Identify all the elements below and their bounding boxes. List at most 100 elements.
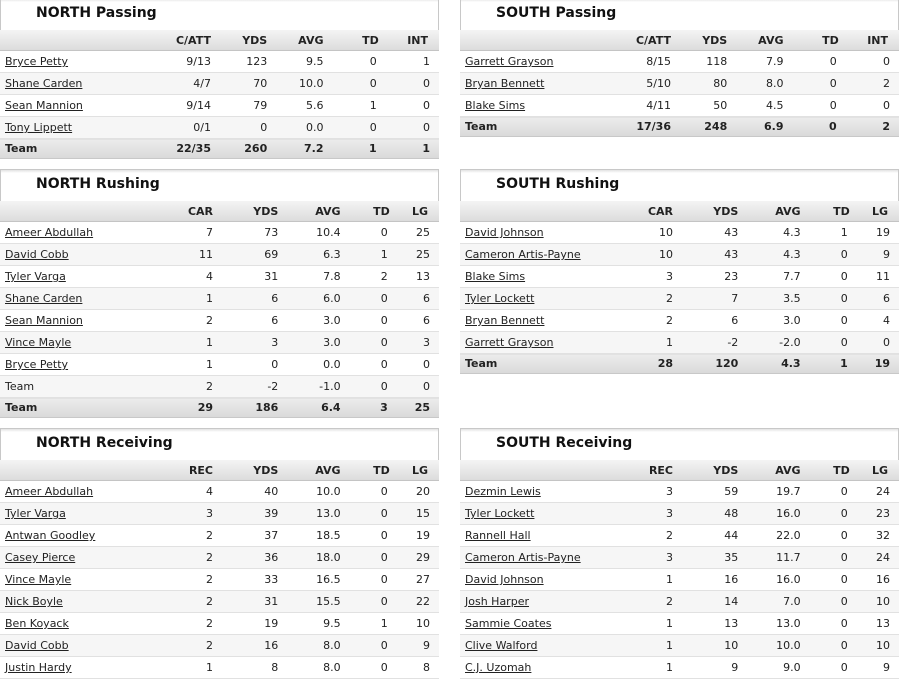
player-row: Shane Carden 1 6 6.0 0 6	[0, 287, 439, 310]
player-link[interactable]: Sean Mannion	[5, 314, 83, 327]
player-link[interactable]: C.J. Uzomah	[465, 661, 532, 674]
north-rushing-panel: NORTH Rushing CAR YDS AVG TD LG Ameer Abdulla…	[0, 169, 439, 418]
player-name-cell: Casey Pierce	[0, 546, 168, 569]
player-name-cell: Josh Harper	[460, 590, 628, 613]
player-row: Garrett Grayson 8/15 118 7.9 0 0	[460, 50, 899, 73]
north-passing-table: C/ATT YDS AVG TD INT Bryce Petty 9/13 123 9.5 0 1 S…	[0, 30, 439, 159]
stat-cell-yds: 118	[680, 50, 738, 73]
stat-cell-td: 0	[810, 309, 855, 332]
column-header-avg: AVG	[737, 30, 794, 51]
player-link[interactable]: Tyler Lockett	[465, 507, 535, 520]
stat-cell-td: 0	[350, 568, 395, 591]
panel-title: SOUTH Receiving	[496, 435, 633, 451]
player-link[interactable]: Tyler Varga	[5, 270, 66, 283]
stat-cell-rec: 2	[627, 524, 683, 547]
player-link[interactable]: Garrett Grayson	[465, 336, 554, 349]
player-link[interactable]: Bryce Petty	[5, 358, 69, 371]
stat-cell-yds: 69	[223, 243, 289, 266]
panel-header: SOUTH Passing	[460, 0, 899, 30]
player-link[interactable]: Tyler Varga	[5, 507, 66, 520]
player-link[interactable]: Cameron Artis-Payne	[465, 248, 581, 261]
player-link[interactable]: Shane Carden	[5, 77, 83, 90]
player-link[interactable]: Vince Mayle	[5, 573, 72, 586]
player-link[interactable]: David Johnson	[465, 573, 544, 586]
player-link[interactable]: Cameron Artis-Payne	[465, 551, 581, 564]
player-name-cell: Bryan Bennett	[460, 72, 627, 95]
stat-cell-lg: 20	[394, 480, 439, 503]
stat-cell-td: 0	[810, 480, 855, 503]
player-link[interactable]: Nick Boyle	[5, 595, 63, 608]
player-name-cell: Garrett Grayson	[460, 331, 628, 354]
stat-cell-yds: 9	[683, 656, 749, 679]
player-link[interactable]: Blake Sims	[465, 270, 526, 283]
stat-cell-yds: 7	[683, 287, 749, 310]
stat-cell-avg: 10.0	[277, 72, 334, 95]
player-link[interactable]: Sammie Coates	[465, 617, 552, 630]
player-link[interactable]: Ameer Abdullah	[5, 485, 94, 498]
player-row: Nick Boyle 2 31 15.5 0 22	[0, 590, 439, 613]
player-row: Ameer Abdullah 7 73 10.4 0 25	[0, 221, 439, 244]
player-link[interactable]: Blake Sims	[465, 99, 526, 112]
column-header-catt: C/ATT	[626, 30, 681, 51]
player-link[interactable]: Justin Hardy	[5, 661, 72, 674]
player-link[interactable]: Shane Carden	[5, 292, 83, 305]
column-header-yds: YDS	[680, 30, 738, 51]
player-name-cell: Cameron Artis-Payne	[460, 243, 628, 266]
column-header-lg: LG	[854, 460, 899, 481]
stat-cell-lg: 13	[854, 612, 899, 635]
player-link[interactable]: David Cobb	[5, 248, 69, 261]
player-link[interactable]: Sean Mannion	[5, 99, 83, 112]
stat-cell-td: 1	[333, 94, 384, 117]
column-header-int: INT	[383, 30, 439, 51]
stat-cell-lg: 19	[854, 353, 899, 374]
player-link[interactable]: David Johnson	[465, 226, 544, 239]
player-link[interactable]: Clive Walford	[465, 639, 538, 652]
stat-cell-rec: 1	[627, 634, 683, 657]
stat-cell-car: 10	[627, 243, 683, 266]
player-link[interactable]: Josh Harper	[465, 595, 529, 608]
stat-cell-rec: 2	[167, 524, 223, 547]
player-name-cell: Ameer Abdullah	[0, 221, 168, 244]
player-row: Garrett Grayson 1 -2 -2.0 0 0	[460, 331, 899, 354]
player-link[interactable]: Dezmin Lewis	[465, 485, 541, 498]
player-link[interactable]: Tyler Lockett	[465, 292, 535, 305]
column-header-player	[460, 201, 628, 222]
stat-cell-avg: 8.0	[288, 634, 351, 657]
stat-cell-rec: 3	[627, 502, 683, 525]
stat-cell-rec: 2	[167, 612, 223, 635]
stat-cell-avg: 13.0	[288, 502, 351, 525]
player-link[interactable]: Bryan Bennett	[465, 314, 545, 327]
player-link[interactable]: Antwan Goodley	[5, 529, 96, 542]
stat-cell-td: 0	[810, 634, 855, 657]
stat-cell-td: 1	[333, 138, 384, 159]
stat-cell-td: 1	[350, 612, 395, 635]
stat-cell-td: 0	[810, 331, 855, 354]
stat-cell-yds: 80	[680, 72, 738, 95]
stat-cell-yds: 31	[223, 265, 289, 288]
player-link[interactable]: David Cobb	[5, 639, 69, 652]
player-name-cell: Nick Boyle	[0, 590, 168, 613]
player-link[interactable]: Tony Lippett	[5, 121, 73, 134]
player-link[interactable]: Bryce Petty	[5, 55, 69, 68]
player-link[interactable]: Garrett Grayson	[465, 55, 554, 68]
stat-cell-rec: 4	[167, 480, 223, 503]
player-link[interactable]: Ameer Abdullah	[5, 226, 94, 239]
stat-cell-yds: -2	[223, 375, 289, 398]
south-passing-panel: SOUTH Passing C/ATT YDS AVG TD INT Garrett Gr…	[460, 0, 899, 137]
stat-cell-lg: 10	[854, 634, 899, 657]
stat-cell-lg: 9	[854, 656, 899, 679]
player-link[interactable]: Vince Mayle	[5, 336, 72, 349]
player-row: Blake Sims 4/11 50 4.5 0 0	[460, 94, 899, 117]
stat-cell-rec: 2	[167, 590, 223, 613]
player-name-cell: C.J. Uzomah	[460, 656, 628, 679]
column-header-lg: LG	[394, 460, 439, 481]
player-link[interactable]: Bryan Bennett	[465, 77, 545, 90]
stat-cell-rec: 2	[167, 634, 223, 657]
player-link[interactable]: Rannell Hall	[465, 529, 531, 542]
player-link[interactable]: Casey Pierce	[5, 551, 76, 564]
stat-cell-catt: 9/14	[166, 94, 221, 117]
stat-cell-avg: 7.8	[288, 265, 351, 288]
player-link[interactable]: Ben Koyack	[5, 617, 69, 630]
stat-cell-td: 0	[350, 309, 395, 332]
stat-cell-avg: 16.0	[748, 502, 811, 525]
